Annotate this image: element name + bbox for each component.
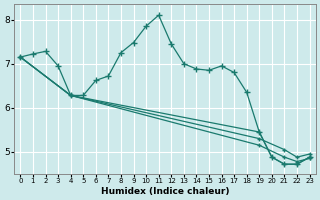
X-axis label: Humidex (Indice chaleur): Humidex (Indice chaleur) (101, 187, 229, 196)
